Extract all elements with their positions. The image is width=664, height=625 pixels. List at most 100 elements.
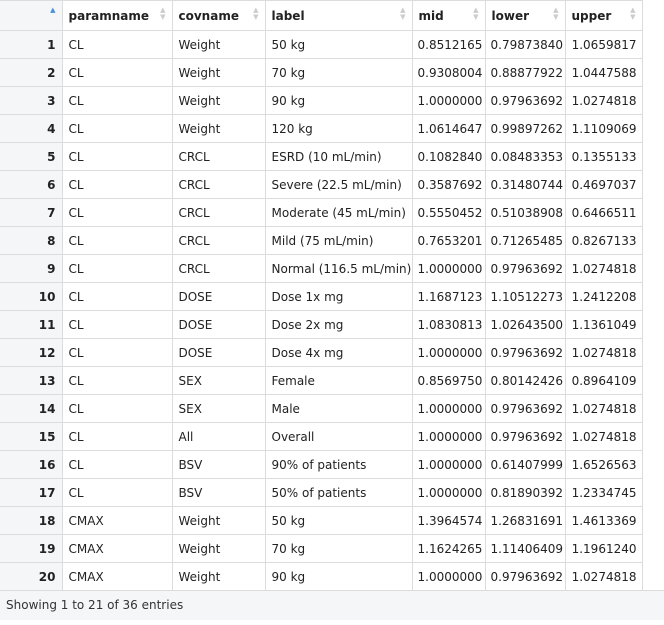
table-row[interactable]: 14 CL SEX Male 1.0000000 0.97963692 1.0274818 — [0, 394, 643, 423]
cell-upper: 1.0447588 — [564, 58, 643, 87]
cell-mid: 1.0830813 — [411, 310, 486, 339]
row-index: 1 — [0, 30, 63, 59]
cell-mid: 1.1624265 — [411, 534, 486, 563]
table-row[interactable]: 13 CL SEX Female 0.8569750 0.80142426 0.896410… — [0, 366, 643, 395]
cell-lower: 0.08483353 — [484, 142, 566, 171]
cell-mid: 1.0000000 — [411, 562, 486, 591]
table-row[interactable]: 20 CMAX Weight 90 kg 1.0000000 0.97963692 1.02… — [0, 562, 643, 591]
cell-upper: 0.4697037 — [564, 170, 643, 199]
cell-paramname: CL — [61, 338, 173, 367]
cell-lower: 0.97963692 — [484, 394, 566, 423]
column-header-paramname[interactable]: paramname ▲ ▼ — [61, 0, 173, 31]
table-row[interactable]: 15 CL All Overall 1.0000000 0.97963692 1.02748… — [0, 422, 643, 451]
cell-lower: 1.26831691 — [484, 506, 566, 535]
column-header-index[interactable]: ▲ — [0, 0, 63, 31]
cell-label: Moderate (45 mL/min) — [264, 198, 413, 227]
cell-covname: Weight — [171, 114, 266, 143]
column-header-mid[interactable]: mid ▲ ▼ — [411, 0, 486, 31]
cell-label: Normal (116.5 mL/min) — [264, 254, 413, 283]
table-row[interactable]: 19 CMAX Weight 70 kg 1.1624265 1.11406409 1.19… — [0, 534, 643, 563]
cell-covname: Weight — [171, 30, 266, 59]
table-row[interactable]: 4 CL Weight 120 kg 1.0614647 0.99897262 1.1109… — [0, 114, 643, 143]
sort-icon[interactable]: ▲ ▼ — [400, 6, 406, 21]
cell-paramname: CL — [61, 478, 173, 507]
cell-upper: 0.8267133 — [564, 226, 643, 255]
table-row[interactable]: 7 CL CRCL Moderate (45 mL/min) 0.5550452 0.51… — [0, 198, 643, 227]
cell-upper: 1.0274818 — [564, 254, 643, 283]
table-row[interactable]: 9 CL CRCL Normal (116.5 mL/min) 1.0000000 0.9… — [0, 254, 643, 283]
cell-label: 90% of patients — [264, 450, 413, 479]
table-row[interactable]: 8 CL CRCL Mild (75 mL/min) 0.7653201 0.712654… — [0, 226, 643, 255]
cell-lower: 0.97963692 — [484, 422, 566, 451]
row-index: 18 — [0, 506, 63, 535]
cell-label: 120 kg — [264, 114, 413, 143]
cell-mid: 0.8512165 — [411, 30, 486, 59]
cell-covname: BSV — [171, 478, 266, 507]
cell-mid: 1.0000000 — [411, 338, 486, 367]
cell-label: Overall — [264, 422, 413, 451]
column-header-lower[interactable]: lower ▲ ▼ — [484, 0, 566, 31]
cell-covname: SEX — [171, 366, 266, 395]
table-row[interactable]: 6 CL CRCL Severe (22.5 mL/min) 0.3587692 0.31… — [0, 170, 643, 199]
cell-covname: DOSE — [171, 282, 266, 311]
cell-upper: 1.0274818 — [564, 86, 643, 115]
sort-ascending-icon[interactable]: ▲ — [50, 6, 56, 14]
cell-paramname: CL — [61, 366, 173, 395]
cell-label: 70 kg — [264, 534, 413, 563]
cell-lower: 0.80142426 — [484, 366, 566, 395]
table-row[interactable]: 16 CL BSV 90% of patients 1.0000000 0.6140799… — [0, 450, 643, 479]
cell-paramname: CMAX — [61, 506, 173, 535]
cell-label: Severe (22.5 mL/min) — [264, 170, 413, 199]
cell-mid: 1.0000000 — [411, 394, 486, 423]
cell-mid: 1.0000000 — [411, 254, 486, 283]
table-row[interactable]: 12 CL DOSE Dose 4x mg 1.0000000 0.97963692 1.0… — [0, 338, 643, 367]
cell-mid: 1.3964574 — [411, 506, 486, 535]
column-header-covname[interactable]: covname ▲ ▼ — [171, 0, 266, 31]
table-row[interactable]: 10 CL DOSE Dose 1x mg 1.1687123 1.10512273 1.2… — [0, 282, 643, 311]
sort-icon[interactable]: ▲ ▼ — [253, 6, 259, 21]
cell-label: 50 kg — [264, 30, 413, 59]
row-index: 15 — [0, 422, 63, 451]
table-row[interactable]: 2 CL Weight 70 kg 0.9308004 0.88877922 1.04475… — [0, 58, 643, 87]
cell-lower: 0.71265485 — [484, 226, 566, 255]
cell-upper: 1.0274818 — [564, 562, 643, 591]
column-header-upper[interactable]: upper ▲ ▼ — [564, 0, 643, 31]
table-row[interactable]: 17 CL BSV 50% of patients 1.0000000 0.8189039… — [0, 478, 643, 507]
column-header-label[interactable]: label ▲ ▼ — [264, 0, 413, 31]
cell-covname: CRCL — [171, 170, 266, 199]
table-row[interactable]: 1 CL Weight 50 kg 0.8512165 0.79873840 1.06598… — [0, 30, 643, 59]
column-label: covname — [178, 8, 239, 23]
cell-label: 90 kg — [264, 562, 413, 591]
cell-paramname: CL — [61, 114, 173, 143]
column-label: mid — [418, 8, 444, 23]
cell-upper: 1.2412208 — [564, 282, 643, 311]
cell-upper: 1.4613369 — [564, 506, 643, 535]
cell-label: Mild (75 mL/min) — [264, 226, 413, 255]
cell-lower: 1.11406409 — [484, 534, 566, 563]
table-row[interactable]: 18 CMAX Weight 50 kg 1.3964574 1.26831691 1.46… — [0, 506, 643, 535]
cell-paramname: CL — [61, 394, 173, 423]
cell-upper: 1.0659817 — [564, 30, 643, 59]
table-row[interactable]: 11 CL DOSE Dose 2x mg 1.0830813 1.02643500 1.1… — [0, 310, 643, 339]
table-row[interactable]: 5 CL CRCL ESRD (10 mL/min) 0.1082840 0.084833… — [0, 142, 643, 171]
sort-icon[interactable]: ▲ ▼ — [473, 6, 479, 21]
sort-icon[interactable]: ▲ ▼ — [553, 6, 559, 21]
cell-covname: BSV — [171, 450, 266, 479]
cell-lower: 0.97963692 — [484, 86, 566, 115]
column-label: paramname — [68, 8, 150, 23]
row-index: 16 — [0, 450, 63, 479]
cell-paramname: CL — [61, 282, 173, 311]
cell-label: Dose 2x mg — [264, 310, 413, 339]
cell-label: 50 kg — [264, 506, 413, 535]
table-row[interactable]: 3 CL Weight 90 kg 1.0000000 0.97963692 1.02748… — [0, 86, 643, 115]
table-info: Showing 1 to 21 of 36 entries — [0, 590, 664, 620]
cell-covname: Weight — [171, 506, 266, 535]
cell-paramname: CMAX — [61, 562, 173, 591]
cell-paramname: CL — [61, 170, 173, 199]
sort-icon[interactable]: ▲ ▼ — [160, 6, 166, 21]
cell-covname: CRCL — [171, 254, 266, 283]
row-index: 10 — [0, 282, 63, 311]
cell-lower: 1.02643500 — [484, 310, 566, 339]
cell-paramname: CL — [61, 254, 173, 283]
sort-icon[interactable]: ▲ ▼ — [630, 6, 636, 21]
